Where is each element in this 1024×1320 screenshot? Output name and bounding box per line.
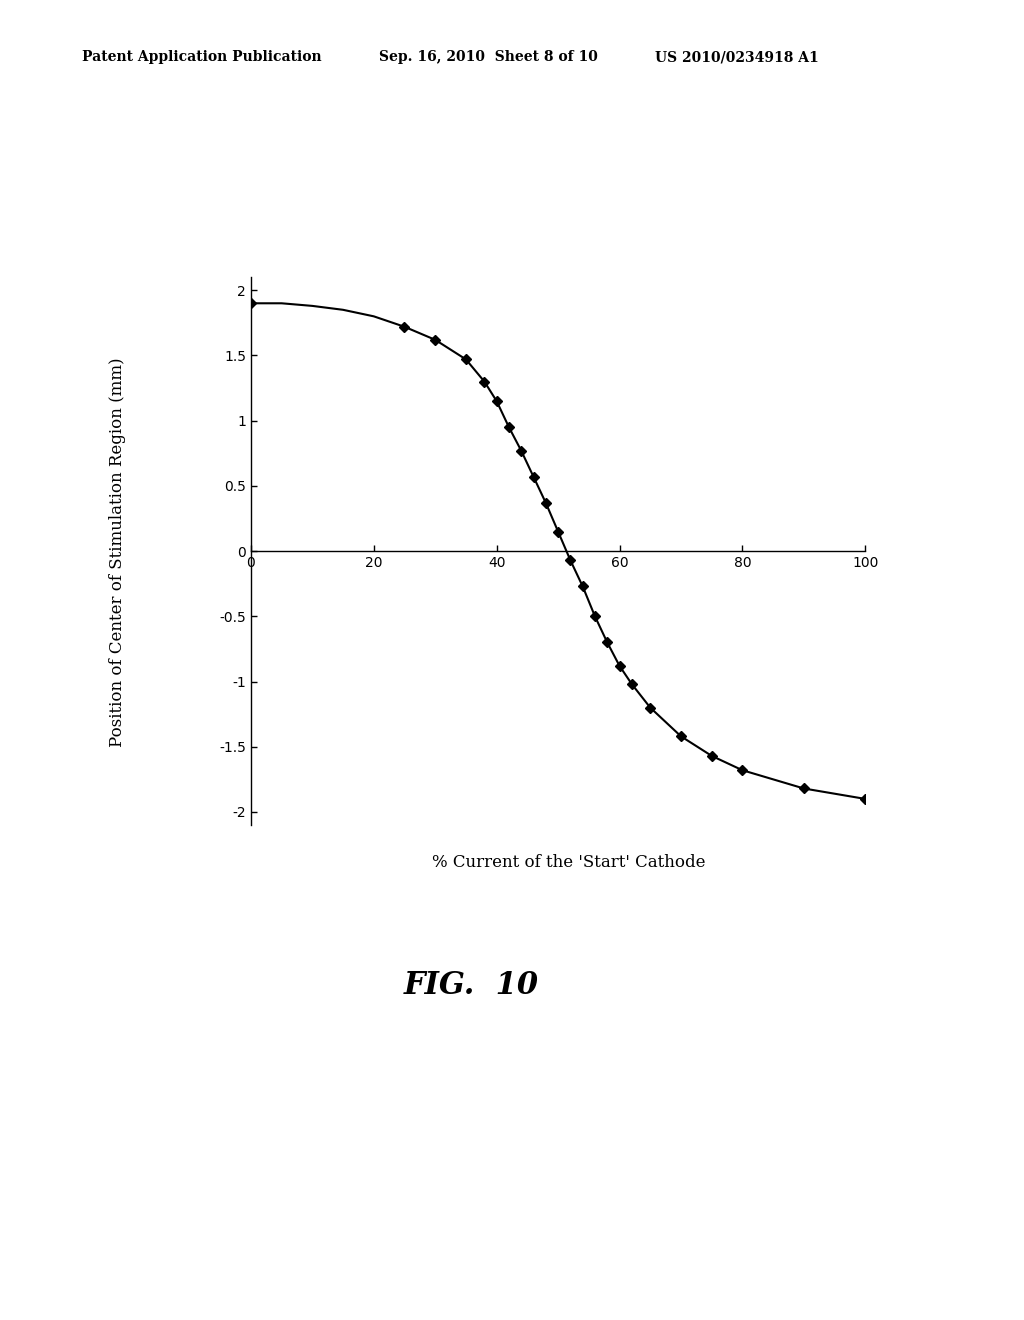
Text: US 2010/0234918 A1: US 2010/0234918 A1 bbox=[655, 50, 819, 65]
Text: Patent Application Publication: Patent Application Publication bbox=[82, 50, 322, 65]
Text: Position of Center of Stimulation Region (mm): Position of Center of Stimulation Region… bbox=[110, 356, 126, 747]
Text: Sep. 16, 2010  Sheet 8 of 10: Sep. 16, 2010 Sheet 8 of 10 bbox=[379, 50, 598, 65]
Text: % Current of the 'Start' Cathode: % Current of the 'Start' Cathode bbox=[431, 854, 706, 871]
Text: FIG.  10: FIG. 10 bbox=[403, 970, 539, 1001]
